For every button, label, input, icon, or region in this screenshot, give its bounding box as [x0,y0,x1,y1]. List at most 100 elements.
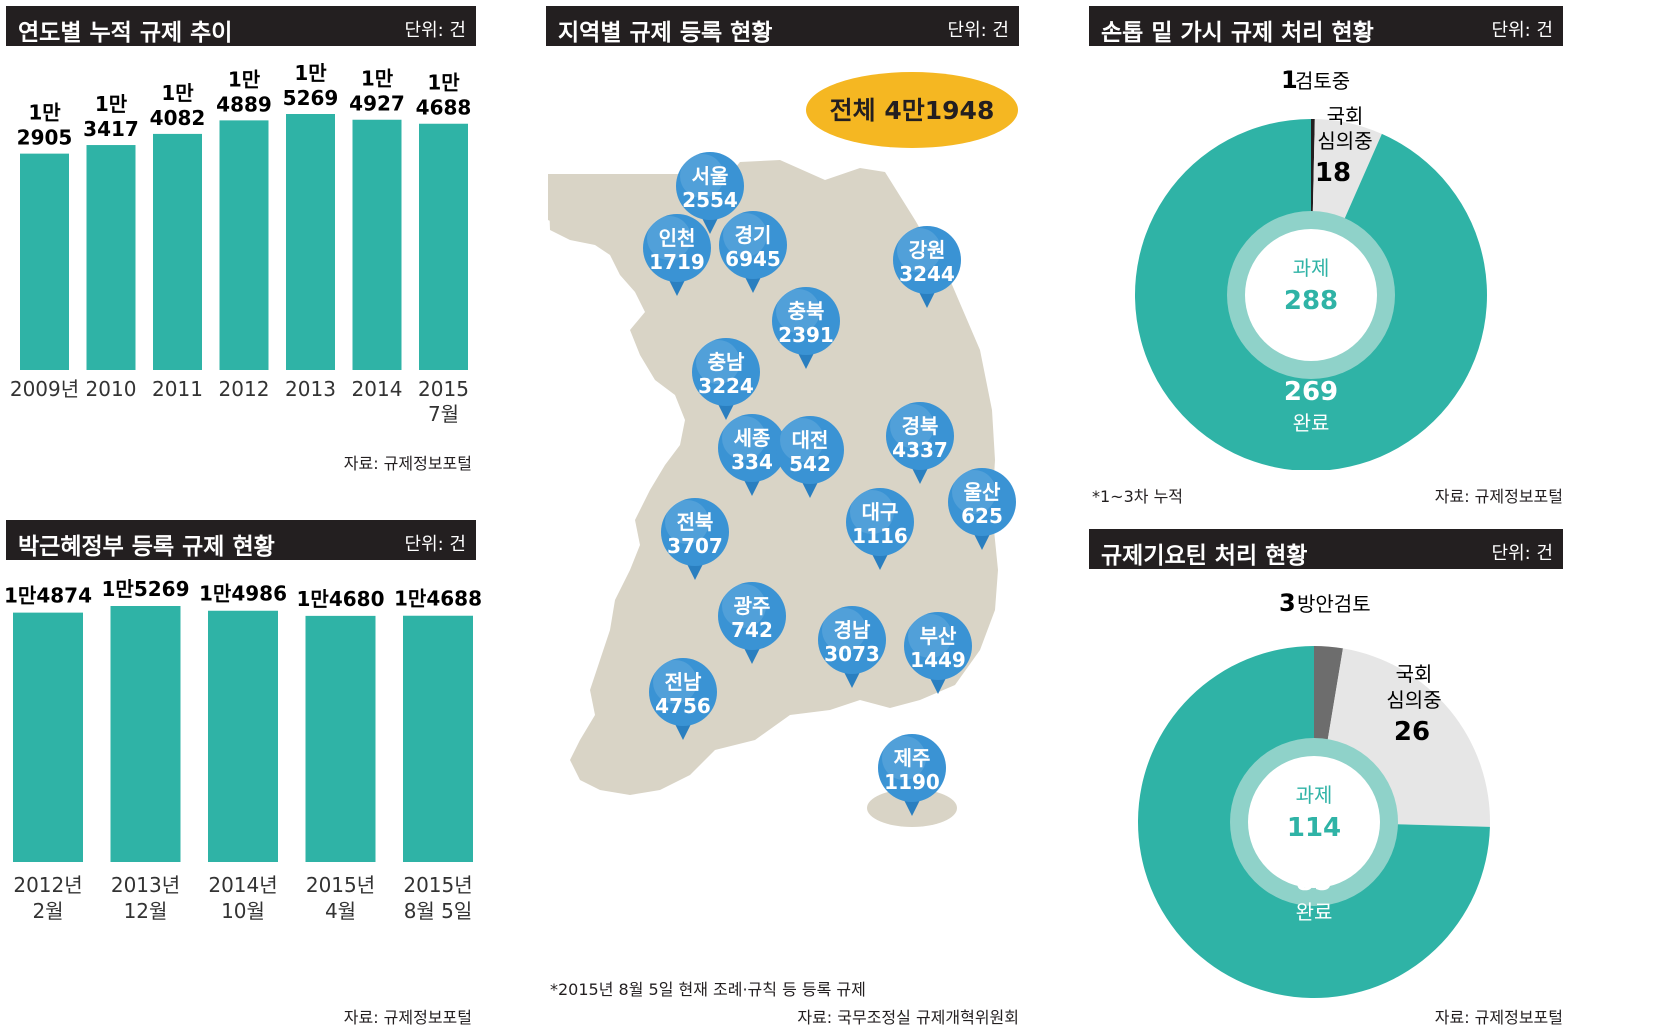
region-pin-name: 울산 [964,480,1001,504]
region-pin-circle [846,488,914,556]
yearly-x-tick-label: 7월 [428,402,459,426]
yearly-x-tick-label: 2012 [219,377,270,401]
region-pin-name: 경북 [902,414,939,438]
donut-center-label: 과제 [1293,256,1330,280]
region-pin-shine [822,608,866,652]
region-note: *2015년 8월 5일 현재 조례·규칙 등 등록 규제 [550,980,866,999]
region-pin-circle [886,402,954,470]
region-pin-circle [718,582,786,650]
govt-bar [305,615,376,862]
region-pin-value: 1719 [649,250,705,274]
govt-value-label: 1만4688 [394,587,482,611]
region-source: 자료: 국무조정실 규제개혁위원회 [797,1008,1019,1027]
govt-x-tick-label: 2015년 [306,873,375,897]
slice-name-label: 검토중 [1295,69,1350,93]
govt-header: 박근혜정부 등록 규제 현황 단위: 건 [6,520,476,560]
region-pin-circle [948,468,1016,536]
region-pin-name: 전남 [665,670,702,694]
region-pin-value: 625 [961,504,1003,528]
yearly-value-label: 1만 [95,92,128,116]
region-pin-value: 1190 [884,770,940,794]
slice-name-label: 국회 [1396,662,1433,686]
govt-value-label: 1만4874 [4,584,92,608]
yearly-value-label: 4927 [349,92,405,116]
govt-bar [110,606,181,862]
donut-center-value: 288 [1284,286,1338,316]
total-label: 전체 4만1948 [830,96,995,125]
region-pin-circle [904,612,972,680]
region-pin-circle [692,338,760,406]
region-pin-circle [776,416,844,484]
govt-x-tick-label: 8월 5일 [404,899,473,923]
yearly-x-tick-label: 2013 [285,377,336,401]
region-title: 지역별 규제 등록 현황 [558,20,773,46]
region-pin-name: 전북 [677,510,714,534]
yearly-value-label: 1만 [228,67,261,91]
govt-source: 자료: 규제정보포털 [343,1008,472,1027]
donut-center-label: 과제 [1296,783,1333,807]
slice-name-label: 완료 [1293,411,1330,435]
govt-value-label: 1만4680 [297,587,385,611]
slice-value-label: 26 [1394,717,1430,747]
yearly-value-label: 3417 [83,117,139,141]
govt-x-tick-label: 2014년 [208,873,277,897]
yearly-value-label: 5269 [283,86,339,110]
kiyotin-header: 규제기요틴 처리 현황 단위: 건 [1089,529,1563,569]
yearly-value-label: 1만 [28,101,61,125]
region-header: 지역별 규제 등록 현황 단위: 건 [546,6,1019,46]
region-pin-shine [897,228,941,272]
slice-value-label: 269 [1284,377,1338,407]
slice-name-label: 완료 [1296,900,1333,924]
kiyotin-unit: 단위: 건 [1491,543,1553,564]
region-pin-shine [665,500,709,544]
slice-name-label: 심의중 [1386,688,1441,712]
govt-bar [13,612,83,862]
govt-value-label: 1만4986 [199,582,287,606]
slice-value-label: 18 [1315,158,1351,188]
thorn-title: 손톱 밑 가시 규제 처리 현황 [1101,20,1374,46]
region-pin-name: 세종 [734,426,771,450]
region-pin-circle [772,287,840,355]
region-pin-name: 충북 [788,299,825,323]
region-pin-value: 4756 [655,694,711,718]
region-pin-name: 충남 [708,350,745,374]
slice-value-label: 1 [1281,66,1298,94]
region-pin-name: 인천 [659,226,696,250]
region-pin-circle [719,211,787,279]
region-pin-name: 경남 [834,618,871,642]
region-pin-name: 강원 [909,238,946,262]
govt-title: 박근혜정부 등록 규제 현황 [18,534,275,560]
region-pin-circle [893,226,961,294]
region-pin-circle [878,734,946,802]
thorn-note: *1~3차 누적 [1092,487,1184,506]
yearly-bar [352,119,402,370]
region-pin-circle [676,152,744,220]
yearly-x-tick-label: 2014 [352,377,403,401]
region-pin-circle [643,214,711,282]
yearly-bar [219,120,269,370]
region-pin-value: 1449 [910,648,966,672]
region-pin-value: 1116 [852,524,908,548]
yearly-value-label: 4688 [416,96,472,120]
region-pin-name: 부산 [920,624,957,648]
region-pin-circle [818,606,886,674]
region-pin-circle [661,498,729,566]
region-pin-name: 경기 [735,223,772,247]
govt-x-tick-label: 2월 [32,899,63,923]
govt-bar [403,615,473,862]
govt-value-label: 1만5269 [102,577,190,601]
yearly-bar [419,123,468,370]
govt-unit: 단위: 건 [404,534,466,555]
thorn-header: 손톱 밑 가시 규제 처리 현황 단위: 건 [1089,6,1563,46]
thorn-unit: 단위: 건 [1491,20,1553,41]
slice-name-label: 국회 [1327,104,1364,128]
region-pin-value: 542 [789,452,831,476]
region-pin-shine [722,416,766,460]
